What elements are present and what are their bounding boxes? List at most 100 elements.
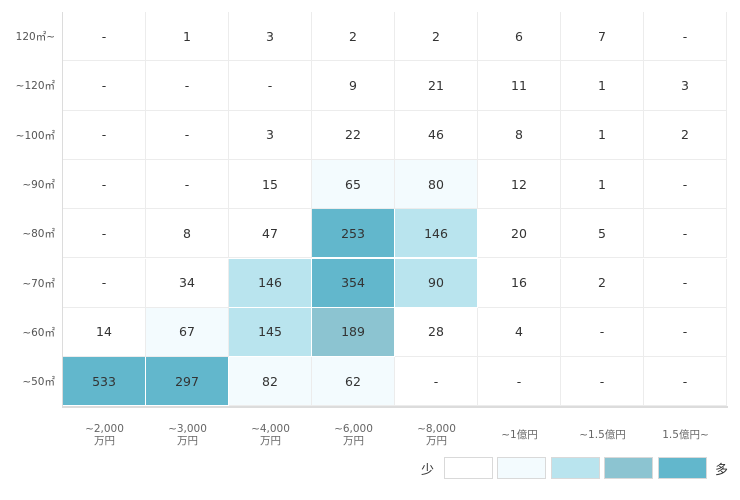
heatmap-cell: 12 <box>478 159 561 210</box>
x-tick-label: ~4,000 万円 <box>229 416 312 454</box>
x-tick-label: ~3,000 万円 <box>146 416 229 454</box>
heatmap-cell: - <box>63 159 146 210</box>
y-tick-label: ~100㎡ <box>15 129 55 142</box>
x-tick-label-line: ~1.5億円 <box>579 429 626 441</box>
heatmap-cell: 2 <box>644 110 727 160</box>
heatmap-cell: - <box>146 61 229 111</box>
heatmap-cell: - <box>478 357 561 407</box>
heatmap-cell: 3 <box>229 110 312 160</box>
y-axis-line <box>62 12 63 406</box>
y-tick-label: ~80㎡ <box>22 228 55 241</box>
x-tick-label: ~6,000 万円 <box>312 416 395 454</box>
x-tick-label: ~8,000 万円 <box>395 416 478 454</box>
heatmap-cell: 297 <box>146 357 229 407</box>
heatmap-cell: 2 <box>312 12 395 62</box>
heatmap-cell: 15 <box>229 159 312 210</box>
heatmap-cell: - <box>63 110 146 160</box>
heatmap-cell: 3 <box>644 61 727 111</box>
heatmap-cell: 14 <box>63 307 146 358</box>
legend-swatch-4 <box>604 457 653 479</box>
x-tick-label-line: 万円 <box>343 435 364 447</box>
heatmap-cell: 4 <box>478 307 561 358</box>
heatmap-cell: 22 <box>312 110 395 160</box>
x-tick-label-line: 万円 <box>94 435 115 447</box>
heatmap-cell: 1 <box>561 61 644 111</box>
x-tick-label-line: ~3,000 <box>168 423 207 435</box>
y-tick-label: ~70㎡ <box>22 277 55 290</box>
legend-swatch-5 <box>658 457 707 479</box>
heatmap-cell: - <box>561 307 644 358</box>
heatmap-cell: 65 <box>312 159 395 210</box>
y-tick-label: ~90㎡ <box>22 179 55 192</box>
heatmap-cell: 5 <box>561 209 644 259</box>
heatmap-cell: 354 <box>312 258 395 308</box>
legend-swatch-2 <box>497 457 546 479</box>
heatmap-cell: 34 <box>146 258 229 308</box>
heatmap-cell: - <box>63 12 146 62</box>
heatmap-cell: 6 <box>478 12 561 62</box>
heatmap-cell: 90 <box>395 258 478 308</box>
heatmap-cell: 146 <box>395 209 478 259</box>
heatmap-cell: 82 <box>229 357 312 407</box>
heatmap-cell: 8 <box>146 209 229 259</box>
heatmap-cell: 3 <box>229 12 312 62</box>
x-tick-label-line: ~1億円 <box>501 429 538 441</box>
heatmap-cell: 2 <box>395 12 478 62</box>
heatmap-cell: 1 <box>561 110 644 160</box>
x-tick-label: 1.5億円~ <box>644 416 727 454</box>
heatmap-cell: - <box>63 258 146 308</box>
x-tick-label-line: 万円 <box>260 435 281 447</box>
heatmap-cell: - <box>644 357 727 407</box>
heatmap-cell: 8 <box>478 110 561 160</box>
legend-high-label: 多 <box>715 463 729 478</box>
heatmap-cell: 2 <box>561 258 644 308</box>
y-tick-label: 120㎡~ <box>15 31 55 44</box>
heatmap-cell: - <box>644 258 727 308</box>
legend-swatch-3 <box>551 457 600 479</box>
heatmap-cell: - <box>229 61 312 111</box>
heatmap-cell: 1 <box>561 159 644 210</box>
heatmap-cell: 16 <box>478 258 561 308</box>
heatmap-cell: 80 <box>395 159 478 210</box>
heatmap-cell: - <box>644 307 727 358</box>
heatmap-cell: - <box>395 357 478 407</box>
x-tick-label-line: ~4,000 <box>251 423 290 435</box>
heatmap-cell: - <box>644 12 727 62</box>
y-tick-label: ~50㎡ <box>22 376 55 389</box>
x-tick-label-line: 1.5億円~ <box>662 429 709 441</box>
x-tick-label-line: ~6,000 <box>334 423 373 435</box>
heatmap-cell: 253 <box>312 209 395 259</box>
x-tick-label: ~2,000 万円 <box>63 416 146 454</box>
heatmap-cell: 146 <box>229 258 312 308</box>
heatmap-cell: 11 <box>478 61 561 111</box>
heatmap-cell: 67 <box>146 307 229 358</box>
x-tick-label: ~1.5億円 <box>561 416 644 454</box>
y-tick-label: ~120㎡ <box>15 80 55 93</box>
heatmap-cell: 46 <box>395 110 478 160</box>
heatmap-cell: 9 <box>312 61 395 111</box>
x-tick-label-line: 万円 <box>426 435 447 447</box>
x-tick-label-line: 万円 <box>177 435 198 447</box>
heatmap-cell: - <box>146 159 229 210</box>
heatmap-cell: - <box>146 110 229 160</box>
legend-low-label: 少 <box>421 463 435 478</box>
heatmap-cell: - <box>63 209 146 259</box>
heatmap-cell: 533 <box>63 357 146 407</box>
heatmap-cell: 145 <box>229 307 312 358</box>
x-axis-line <box>62 406 728 408</box>
x-tick-label: ~1億円 <box>478 416 561 454</box>
heatmap-cell: 189 <box>312 307 395 358</box>
heatmap-cell: - <box>63 61 146 111</box>
y-tick-label: ~60㎡ <box>22 326 55 339</box>
heatmap-cell: 20 <box>478 209 561 259</box>
heatmap-cell: - <box>644 159 727 210</box>
heatmap-cell: 1 <box>146 12 229 62</box>
heatmap-cell: 47 <box>229 209 312 259</box>
x-tick-label-line: ~2,000 <box>85 423 124 435</box>
heatmap-cell: - <box>644 209 727 259</box>
heatmap-cell: 7 <box>561 12 644 62</box>
x-tick-label-line: ~8,000 <box>417 423 456 435</box>
legend-swatch-1 <box>444 457 493 479</box>
heatmap-cell: 28 <box>395 307 478 358</box>
